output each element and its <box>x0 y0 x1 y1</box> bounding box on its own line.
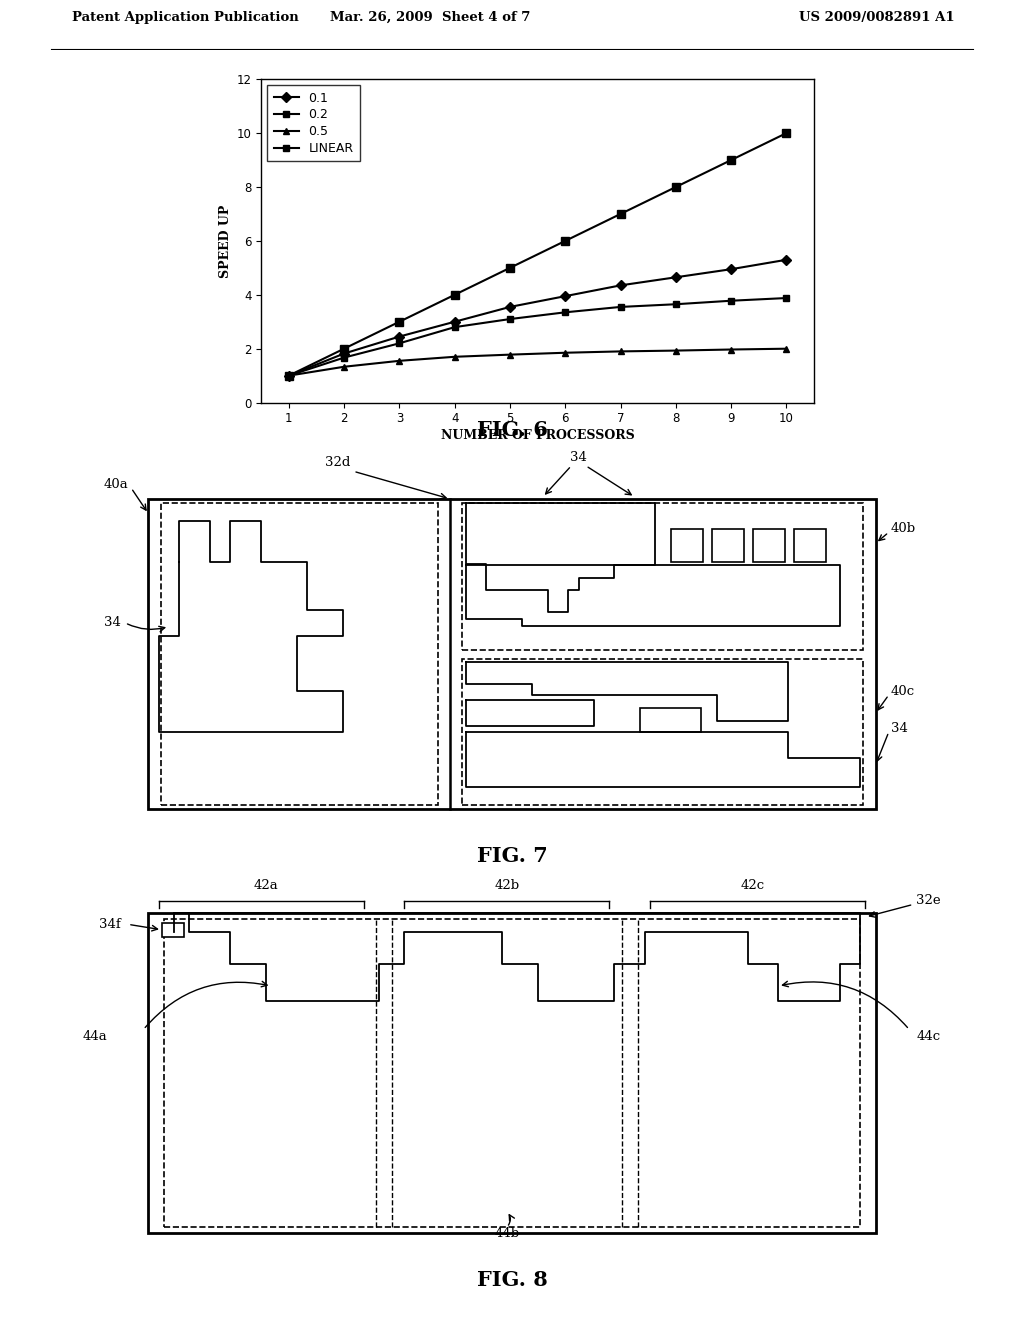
Text: Patent Application Publication: Patent Application Publication <box>72 11 298 24</box>
Bar <box>712 528 744 562</box>
Text: 42c: 42c <box>740 879 765 892</box>
Bar <box>148 913 876 1233</box>
Bar <box>794 528 826 562</box>
Text: 32e: 32e <box>916 894 941 907</box>
Text: 44b: 44b <box>495 1228 519 1241</box>
Text: 40c: 40c <box>891 685 915 698</box>
Text: 42a: 42a <box>254 879 279 892</box>
Text: FIG. 8: FIG. 8 <box>476 1270 548 1291</box>
Bar <box>640 708 701 731</box>
Bar <box>753 528 785 562</box>
Text: 42b: 42b <box>495 879 519 892</box>
Text: FIG. 6: FIG. 6 <box>476 420 548 441</box>
Bar <box>463 503 863 649</box>
Bar <box>161 503 438 805</box>
Text: 40a: 40a <box>103 478 128 491</box>
X-axis label: NUMBER OF PROCESSORS: NUMBER OF PROCESSORS <box>440 429 635 442</box>
Text: 34f: 34f <box>99 917 121 931</box>
Y-axis label: SPEED UP: SPEED UP <box>219 205 232 277</box>
Text: US 2009/0082891 A1: US 2009/0082891 A1 <box>799 11 954 24</box>
Bar <box>148 499 876 809</box>
Text: 44a: 44a <box>83 1031 108 1043</box>
Text: 34: 34 <box>104 616 121 630</box>
Legend: 0.1, 0.2, 0.5, LINEAR: 0.1, 0.2, 0.5, LINEAR <box>267 86 360 161</box>
Text: 40b: 40b <box>891 521 916 535</box>
Text: 34: 34 <box>570 451 587 463</box>
Text: 32d: 32d <box>326 457 350 470</box>
Text: 34: 34 <box>891 722 907 735</box>
Text: 44c: 44c <box>916 1031 941 1043</box>
Text: FIG. 7: FIG. 7 <box>476 846 548 866</box>
Bar <box>671 528 703 562</box>
Bar <box>162 923 184 937</box>
Bar <box>463 659 863 805</box>
Text: Mar. 26, 2009  Sheet 4 of 7: Mar. 26, 2009 Sheet 4 of 7 <box>330 11 530 24</box>
Bar <box>164 919 860 1228</box>
